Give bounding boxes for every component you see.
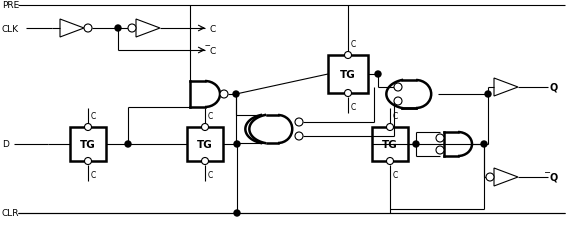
Text: C: C — [210, 46, 216, 55]
Text: C: C — [351, 40, 356, 49]
Circle shape — [233, 92, 239, 98]
Circle shape — [85, 158, 91, 165]
Circle shape — [436, 134, 444, 142]
Text: C: C — [208, 170, 213, 179]
Circle shape — [387, 158, 393, 165]
Text: C: C — [91, 112, 96, 120]
Text: C: C — [393, 170, 398, 179]
Circle shape — [375, 72, 381, 78]
Circle shape — [202, 124, 208, 131]
Circle shape — [295, 119, 303, 126]
Bar — [70, 127, 106, 161]
Circle shape — [234, 210, 240, 216]
Text: C: C — [91, 170, 96, 179]
Text: TG: TG — [197, 139, 213, 149]
Circle shape — [387, 124, 393, 131]
Text: C: C — [208, 112, 213, 120]
Circle shape — [344, 90, 352, 97]
Circle shape — [85, 124, 91, 131]
Bar — [372, 127, 408, 161]
Circle shape — [234, 141, 240, 147]
Circle shape — [344, 52, 352, 59]
Circle shape — [394, 98, 402, 106]
Text: TG: TG — [382, 139, 398, 149]
Circle shape — [220, 91, 228, 99]
Text: TG: TG — [340, 70, 356, 80]
Text: D: D — [2, 140, 9, 149]
Circle shape — [486, 173, 494, 181]
Circle shape — [481, 141, 487, 147]
Circle shape — [394, 84, 402, 92]
Bar — [328, 56, 368, 94]
Text: CLR: CLR — [2, 209, 19, 218]
Circle shape — [128, 25, 136, 33]
Bar — [187, 127, 223, 161]
Text: PRE: PRE — [2, 2, 19, 10]
Text: C: C — [210, 24, 216, 33]
Text: C: C — [393, 112, 398, 120]
Circle shape — [202, 158, 208, 165]
Circle shape — [125, 141, 131, 147]
Text: CLK: CLK — [2, 24, 19, 33]
Circle shape — [485, 92, 491, 98]
Circle shape — [115, 26, 121, 32]
Circle shape — [295, 132, 303, 140]
Text: Q: Q — [550, 83, 558, 93]
Text: TG: TG — [80, 139, 96, 149]
Circle shape — [436, 146, 444, 154]
Circle shape — [413, 141, 419, 147]
Text: C: C — [351, 103, 356, 112]
Text: Q: Q — [550, 172, 558, 182]
Circle shape — [84, 25, 92, 33]
